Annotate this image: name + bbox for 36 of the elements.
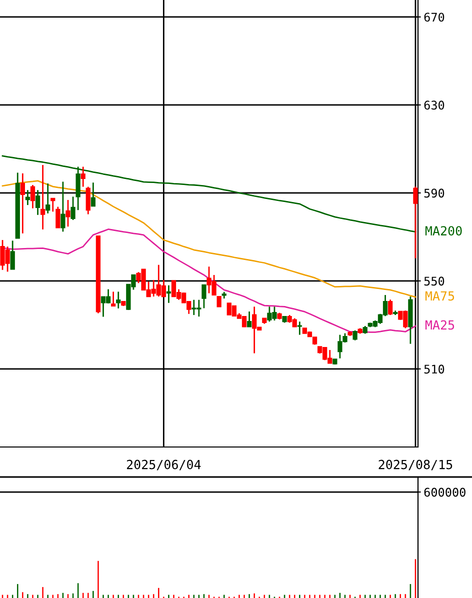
- candlestick: [90, 182, 96, 207]
- candlestick: [76, 166, 80, 211]
- candlestick: [216, 296, 222, 308]
- candlestick: [70, 196, 76, 221]
- x-tick-label: 2025/08/15: [378, 460, 452, 470]
- candlestick: [20, 172, 25, 234]
- candlestick: [56, 206, 60, 228]
- candlestick: [297, 320, 302, 336]
- candlestick: [50, 198, 56, 212]
- x-tick-label: 2025/06/04: [126, 460, 201, 470]
- candlestick: [86, 186, 90, 215]
- series-label: MA75: [425, 291, 454, 301]
- candlestick: [388, 298, 393, 316]
- y-tick-label: 600000: [424, 488, 466, 497]
- candlestick: [10, 240, 15, 270]
- candlestick: [166, 284, 172, 304]
- candlestick: [66, 199, 70, 228]
- candlestick: [116, 291, 121, 310]
- y-tick-label: 510: [424, 364, 444, 374]
- candlestick: [40, 164, 46, 230]
- y-tick-label: 630: [424, 100, 444, 110]
- candlestick: [352, 330, 358, 342]
- candlestick: [246, 310, 252, 328]
- y-tick-label: 550: [424, 276, 444, 286]
- candlestick: [202, 284, 206, 309]
- candlestick: [25, 189, 30, 206]
- candlestick: [30, 184, 36, 210]
- candlestick: [80, 166, 86, 188]
- candlestick: [46, 182, 50, 214]
- series-label: MA25: [425, 320, 454, 330]
- candlestick: [60, 181, 66, 232]
- series-label: MA200: [425, 226, 462, 236]
- y-tick-label: 670: [424, 12, 444, 22]
- y-tick-label: 590: [424, 188, 444, 198]
- candlestick: [110, 291, 116, 307]
- candlestick: [35, 189, 40, 216]
